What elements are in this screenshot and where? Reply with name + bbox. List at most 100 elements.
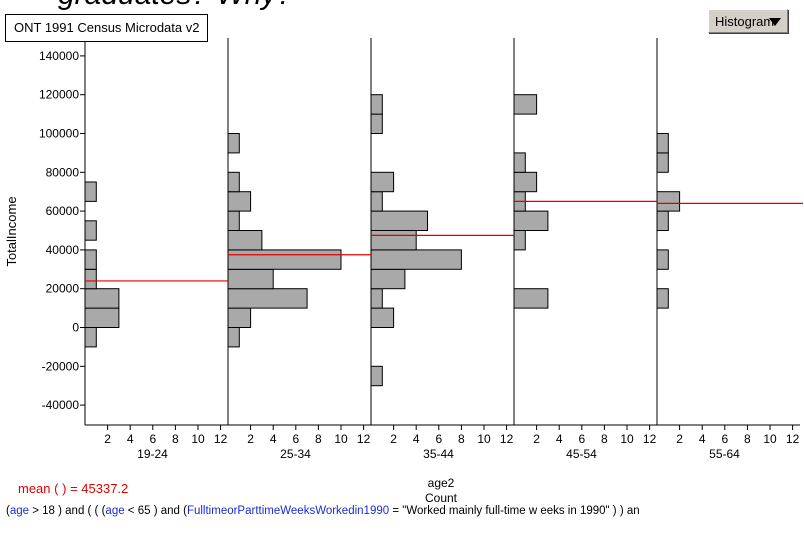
histogram-bar: [370, 288, 383, 309]
histogram-bar: [656, 152, 669, 173]
count-tick-label: 8: [458, 432, 465, 446]
y-tick-label: 120000: [39, 88, 79, 102]
count-tick-label: 2: [104, 432, 111, 446]
y-tick-label: 100000: [39, 127, 79, 141]
y-tick-label: 80000: [46, 165, 80, 179]
histogram-bar: [370, 94, 383, 115]
histogram-bar: [84, 181, 97, 202]
slide-title: graduates? Why?: [58, 0, 293, 12]
summary-function: mean: [18, 481, 51, 496]
count-tick-label: 6: [149, 432, 156, 446]
histogram-bar: [84, 249, 97, 270]
y-tick-label: 0: [72, 321, 79, 335]
filter-part: (: [6, 505, 10, 517]
histogram-bar: [84, 307, 120, 329]
y-tick-label: 140000: [39, 49, 79, 63]
histogram-bar: [656, 249, 669, 270]
count-tick-label: 4: [413, 432, 420, 446]
histogram-bar: [227, 133, 240, 154]
histogram-bar: [370, 307, 395, 329]
plot-type-label: Histogram: [715, 14, 775, 29]
filter-part: = "Worked mainly full-time w eeks in 199…: [389, 505, 640, 517]
histogram-bar: [227, 191, 252, 212]
count-tick-label: 2: [676, 432, 683, 446]
y-axis-title: TotalIncome: [4, 196, 19, 266]
count-tick-label: 12: [643, 432, 657, 446]
histogram-bar: [370, 171, 395, 193]
filter-part: > 18 ) and ( ( (: [29, 505, 106, 517]
count-tick-label: 4: [699, 432, 706, 446]
histogram-bar: [227, 210, 240, 232]
count-tick-label: 6: [578, 432, 585, 446]
panel-label: 25-34: [280, 447, 311, 461]
count-tick-label: 12: [786, 432, 800, 446]
histogram-bar: [84, 220, 97, 241]
count-tick-label: 6: [435, 432, 442, 446]
histogram-bar: [513, 230, 526, 251]
count-tick-label: 8: [315, 432, 322, 446]
chevron-down-icon: [769, 18, 781, 26]
histogram-bar: [84, 288, 120, 309]
y-tick-label: -20000: [42, 359, 80, 373]
histogram-bar: [227, 268, 274, 290]
panel-label: 45-54: [566, 447, 597, 461]
histogram-bar: [656, 191, 681, 212]
filter-part: < 65 ) and (: [124, 505, 187, 517]
count-tick-label: 8: [744, 432, 751, 446]
histogram-bar: [227, 327, 240, 348]
count-tick-label: 12: [357, 432, 371, 446]
histogram-bar: [227, 288, 308, 309]
filter-attr-weeks-worked[interactable]: FulltimeorParttimeWeeksWorkedin1990: [186, 505, 390, 517]
y-tick-label: -40000: [42, 398, 80, 412]
histogram-bar: [656, 210, 669, 232]
count-tick-label: 8: [172, 432, 179, 446]
count-tick-label: 2: [247, 432, 254, 446]
histogram-bar: [227, 230, 263, 251]
count-tick-label: 2: [390, 432, 397, 446]
filter-expression[interactable]: (age > 18 ) and ( ( (age < 65 ) and (Ful…: [6, 505, 640, 517]
histogram-bar: [513, 288, 549, 309]
panel-label: 55-64: [709, 447, 740, 461]
count-tick-label: 10: [191, 432, 205, 446]
summary-args: ( ): [54, 481, 67, 496]
histogram-bar: [370, 249, 462, 270]
histogram-bar: [513, 152, 526, 173]
count-tick-label: 10: [763, 432, 777, 446]
count-tick-label: 8: [601, 432, 608, 446]
histogram-bar: [370, 210, 428, 232]
histogram-bar: [513, 210, 549, 232]
summary-equals: =: [70, 481, 78, 496]
histogram-bar: [370, 113, 383, 134]
count-tick-label: 6: [292, 432, 299, 446]
plot-type-dropdown[interactable]: Histogram: [708, 9, 788, 33]
histogram-bar: [370, 268, 406, 290]
count-tick-label: 10: [477, 432, 491, 446]
x-axis-title: age2: [428, 476, 455, 490]
count-tick-label: 10: [620, 432, 634, 446]
count-tick-label: 4: [270, 432, 277, 446]
y-tick-label: 60000: [46, 204, 80, 218]
histogram-bar: [656, 288, 669, 309]
x-axis-subtitle: Count: [425, 491, 458, 505]
panel-label: 35-44: [423, 447, 454, 461]
dataset-name-box[interactable]: ONT 1991 Census Microdata v2: [5, 14, 209, 42]
filter-attr-age[interactable]: age: [9, 505, 30, 517]
y-tick-label: 20000: [46, 282, 80, 296]
histogram-bar: [656, 133, 669, 154]
histogram-bar: [227, 171, 240, 193]
filter-attr-age[interactable]: age: [105, 505, 125, 517]
histogram-bar: [84, 268, 97, 290]
summary-value: 45337.2: [81, 481, 129, 496]
histogram-bar: [513, 94, 538, 115]
summary-statistic[interactable]: mean ( ) = 45337.2: [18, 481, 128, 496]
histogram-bar: [370, 365, 383, 387]
histogram-bar: [84, 327, 97, 348]
histogram-bar: [513, 171, 538, 193]
count-tick-label: 4: [556, 432, 563, 446]
count-tick-label: 12: [500, 432, 514, 446]
y-tick-label: 40000: [46, 243, 80, 257]
count-tick-label: 2: [533, 432, 540, 446]
panel-label: 19-24: [137, 447, 168, 461]
count-tick-label: 6: [721, 432, 728, 446]
